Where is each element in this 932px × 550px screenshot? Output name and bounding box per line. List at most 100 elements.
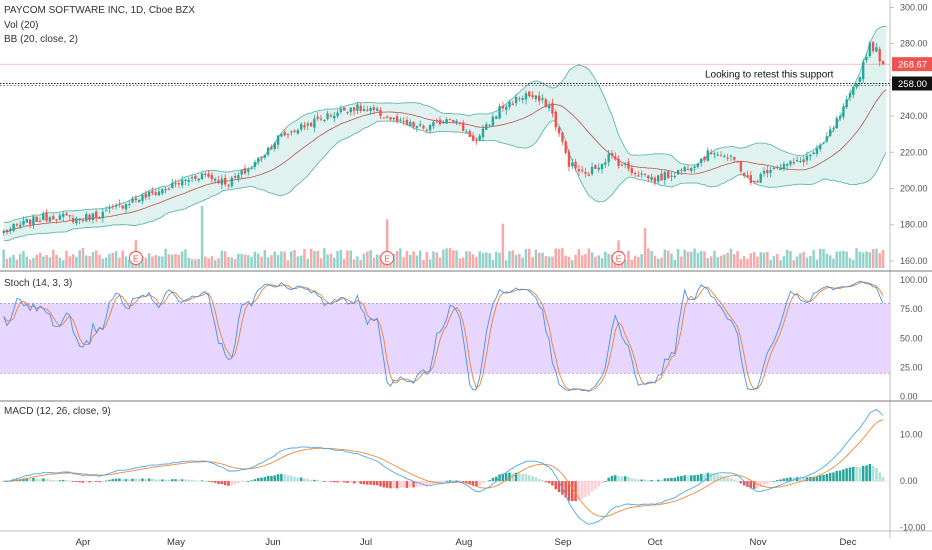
macd-histogram-bar: [233, 481, 237, 485]
volume-bar: [293, 249, 296, 268]
volume-bar: [309, 248, 313, 268]
earnings-marker[interactable]: E: [380, 251, 395, 265]
volume-bar: [52, 249, 55, 268]
macd-histogram-bar: [253, 479, 257, 482]
candle-body: [38, 220, 42, 222]
bollinger-indicator-label[interactable]: BB (20, close, 2): [4, 34, 78, 45]
candle-body: [607, 153, 610, 163]
candle-body: [32, 216, 35, 226]
volume-bar: [769, 259, 772, 268]
candle-body: [544, 99, 547, 108]
volume-bar: [719, 255, 723, 268]
candle-body: [534, 95, 538, 99]
macd-histogram-bar: [223, 481, 227, 486]
candle-body: [296, 130, 300, 134]
price-axis-tick: 200.00: [900, 184, 928, 194]
volume-bar: [597, 255, 601, 268]
volume-bar: [32, 257, 35, 268]
price-axis-tick: 220.00: [900, 147, 928, 157]
candle-body: [743, 172, 746, 176]
macd-histogram-bar: [756, 481, 759, 489]
candle-body: [2, 231, 5, 233]
candle-body: [822, 142, 825, 144]
candle-body: [614, 156, 617, 160]
macd-histogram-bar: [326, 481, 329, 482]
candle-body: [567, 151, 571, 167]
candle-body: [91, 213, 95, 220]
volume-bar: [471, 254, 475, 268]
candle-body: [485, 124, 488, 130]
macd-histogram-bar: [617, 476, 620, 482]
candle-body: [101, 212, 104, 219]
volume-bar: [323, 248, 326, 268]
volume-bar: [643, 228, 647, 268]
stochastic-indicator-label[interactable]: Stoch (14, 3, 3): [4, 278, 73, 289]
macd-histogram-bar: [428, 481, 432, 486]
volume-bar: [709, 256, 713, 268]
macd-histogram-bar: [28, 478, 32, 482]
candle-body: [65, 213, 68, 216]
volume-bar: [475, 256, 478, 268]
candle-body: [428, 125, 432, 131]
volume-bar: [828, 255, 832, 268]
volume-bar: [574, 254, 577, 268]
volume-bar: [412, 251, 415, 268]
macd-indicator-label[interactable]: MACD (12, 26, close, 9): [4, 406, 111, 417]
macd-histogram-bar: [785, 478, 789, 482]
candle-body: [71, 217, 75, 223]
macd-histogram-bar: [647, 480, 650, 482]
volume-bar: [214, 260, 217, 268]
volume-bar: [789, 251, 792, 268]
volume-indicator-label[interactable]: Vol (20): [4, 20, 39, 31]
volume-bar: [557, 249, 561, 268]
macd-histogram-bar: [733, 479, 736, 482]
macd-histogram-bar: [868, 464, 872, 482]
earnings-marker[interactable]: E: [128, 251, 143, 265]
volume-bar: [180, 251, 184, 268]
candle-body: [415, 126, 419, 128]
macd-histogram-bar: [627, 477, 630, 482]
volume-bar: [415, 255, 419, 268]
macd-histogram-bar: [458, 480, 462, 482]
macd-histogram-bar: [491, 477, 495, 482]
volume-bar: [177, 254, 181, 268]
candle-body: [121, 205, 124, 209]
macd-histogram-bar: [392, 481, 396, 489]
volume-bar: [772, 256, 776, 268]
macd-histogram-bar: [838, 470, 842, 482]
time-axis-tick: May: [167, 537, 185, 548]
volume-bar: [541, 252, 544, 268]
macd-histogram-bar: [435, 481, 439, 483]
macd-histogram-bar: [709, 473, 713, 482]
price-axis-tick: 280.00: [900, 39, 928, 49]
volume-bar: [385, 219, 389, 268]
macd-histogram-bar: [471, 481, 475, 486]
candle-body: [779, 167, 782, 171]
macd-histogram-bar: [538, 479, 541, 482]
macd-histogram-bar: [194, 480, 197, 482]
volume-bar: [157, 256, 161, 268]
volume-bar: [881, 250, 885, 268]
volume-bar: [713, 250, 716, 268]
macd-histogram-bar: [293, 476, 296, 482]
volume-bar: [488, 253, 491, 268]
volume-bar: [428, 259, 432, 268]
support-annotation[interactable]: Looking to retest this support: [705, 69, 834, 80]
candle-body: [832, 128, 835, 130]
macd-histogram-bar: [752, 481, 756, 489]
volume-bar: [580, 255, 584, 268]
candle-body: [266, 147, 270, 155]
volume-bar: [81, 248, 85, 268]
macd-histogram-bar: [342, 481, 346, 483]
candle-body: [200, 173, 204, 180]
macd-histogram-bar: [614, 475, 617, 482]
macd-histogram-bar: [587, 481, 591, 496]
candle-body: [531, 95, 534, 97]
macd-histogram-bar: [177, 479, 181, 482]
candle-body: [263, 154, 266, 158]
volume-bar: [812, 250, 815, 268]
volume-bar: [98, 254, 101, 268]
macd-histogram-bar: [114, 478, 118, 482]
earnings-marker[interactable]: E: [611, 251, 626, 265]
